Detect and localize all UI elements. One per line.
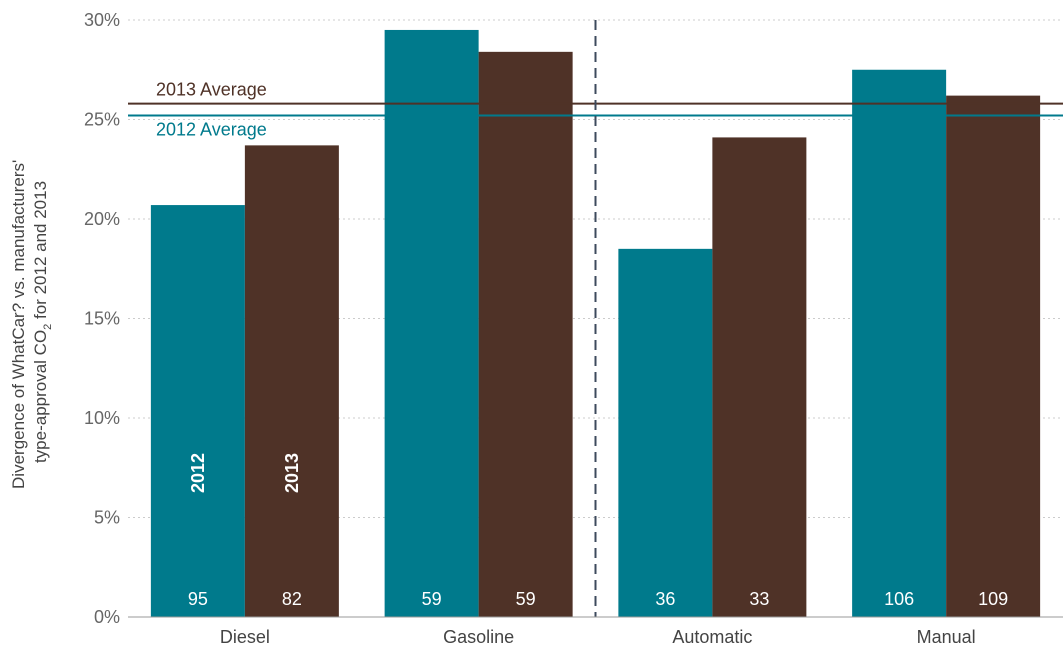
bar-count-label: 33 [749,589,769,609]
y-axis-label-line2: type-approval CO2 for 2012 and 2013 [31,181,54,463]
bar-gasoline-2013 [478,51,573,617]
x-category-label: Diesel [220,627,270,647]
y-tick-label: 5% [94,508,120,528]
average-lines: 2013 Average 2012 Average [128,80,1063,140]
average-label: 2012 Average [156,120,267,140]
bar-diesel-2012 [150,205,245,617]
bar-diesel-2013 [244,145,339,617]
series-label-2013: 2013 [282,453,302,493]
y-tick-label: 15% [84,309,120,329]
bar-manual-2012 [852,69,947,617]
y-axis-label: Divergence of WhatCar? vs. manufacturers… [9,155,54,489]
y-axis-label-line1: Divergence of WhatCar? vs. manufacturers… [9,160,28,489]
bar-count-label: 36 [655,589,675,609]
series-label-2012: 2012 [188,453,208,493]
y-axis-label-line2-pre: type-approval CO [31,330,50,463]
bar-automatic-2013 [712,137,807,617]
x-category-label: Manual [917,627,976,647]
bar-count-label: 59 [516,589,536,609]
bars: 95 2012 82 2013 59 59 36 33 106 109 [150,29,1041,618]
y-tick-label: 0% [94,607,120,627]
x-axis-categories: Diesel Gasoline Automatic Manual [220,627,976,647]
bar-count-label: 82 [282,589,302,609]
x-category-label: Gasoline [443,627,514,647]
y-axis-ticks: 0% 5% 10% 15% 20% 25% 30% [84,10,120,627]
y-tick-label: 25% [84,110,120,130]
y-tick-label: 20% [84,209,120,229]
bar-count-label: 95 [188,589,208,609]
y-tick-label: 10% [84,408,120,428]
y-tick-label: 30% [84,10,120,30]
y-axis-label-line2-post: for 2012 and 2013 [31,181,50,324]
bar-count-label: 59 [422,589,442,609]
bar-manual-2013 [946,95,1041,618]
average-label: 2013 Average [156,80,267,100]
bar-count-label: 106 [884,589,914,609]
bar-count-label: 109 [978,589,1008,609]
x-category-label: Automatic [672,627,752,647]
bar-automatic-2012 [618,248,713,617]
y-axis-label-subscript: 2 [42,324,54,330]
bar-gasoline-2012 [384,29,479,617]
